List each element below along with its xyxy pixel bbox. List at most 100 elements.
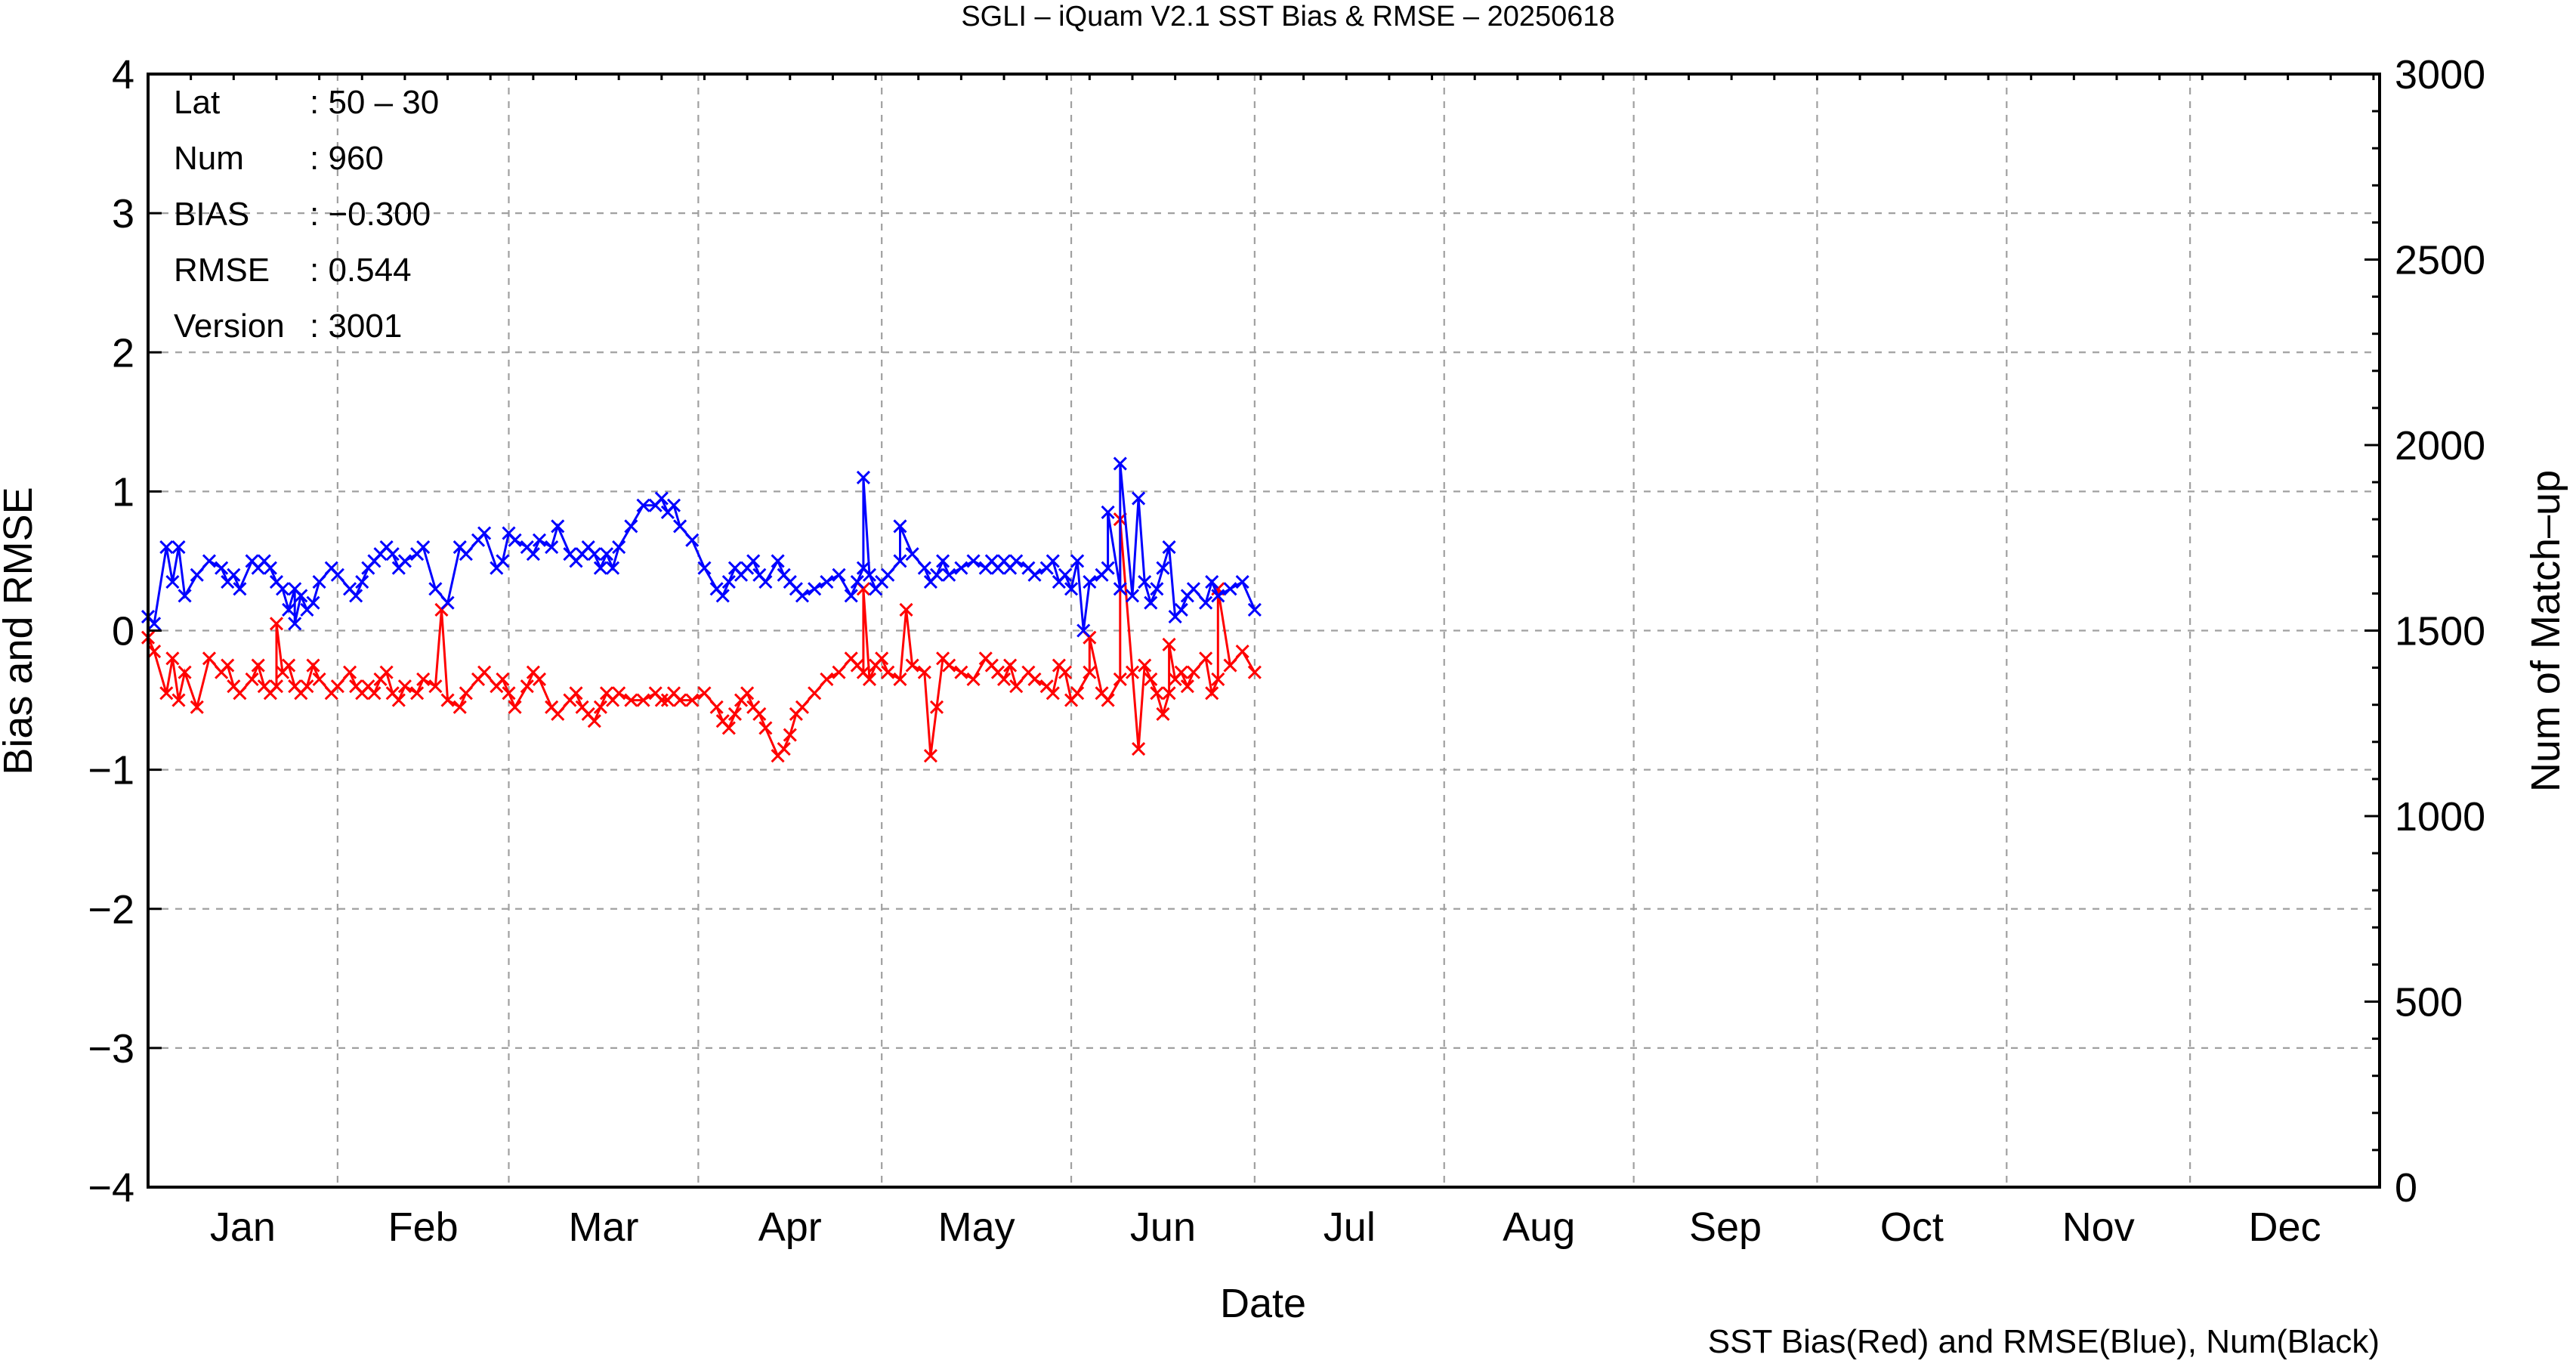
data-point-marker — [612, 686, 626, 700]
axis-ticks: Jan Feb Mar Apr May Jun Jul Aug Sep Oct Nov Dec −4 −3… — [88, 52, 2485, 1250]
data-point-marker — [685, 533, 700, 547]
data-point-marker — [612, 540, 626, 555]
data-point-marker — [1247, 665, 1262, 679]
data-point-marker — [606, 561, 620, 575]
data-point-marker — [416, 540, 431, 555]
data-point-marker — [1205, 574, 1219, 589]
stat-value: : 0.544 — [310, 252, 412, 289]
data-point-marker — [1132, 491, 1146, 506]
data-point-marker — [233, 582, 247, 596]
y-left-axis-label: Bias and RMSE — [0, 487, 41, 775]
data-point-marker — [171, 540, 186, 555]
series-legend-note: SST Bias(Red) and RMSE(Blue), Num(Black) — [1708, 1323, 2380, 1360]
data-point-marker — [1083, 665, 1097, 679]
data-point-marker — [1156, 707, 1170, 722]
data-point-marker — [783, 728, 797, 742]
data-point-marker — [385, 547, 400, 561]
data-point-marker — [282, 658, 296, 673]
y-right-tick-label: 1500 — [2395, 609, 2485, 654]
data-point-marker — [1162, 637, 1176, 651]
y-left-tick-label: 2 — [112, 330, 134, 376]
x-tick-label: Apr — [758, 1205, 822, 1250]
data-point-marker — [496, 672, 510, 687]
data-point-marker — [520, 679, 534, 694]
data-point-marker — [697, 686, 712, 700]
data-point-marker — [844, 589, 858, 603]
data-point-marker — [697, 561, 712, 575]
data-point-marker — [1113, 456, 1127, 471]
y-left-tick-label: −1 — [88, 748, 134, 793]
data-point-marker — [758, 574, 773, 589]
data-point-marker — [715, 589, 730, 603]
data-point-marker — [832, 567, 846, 582]
x-tick-label: Nov — [2062, 1205, 2135, 1250]
data-point-marker — [740, 686, 755, 700]
data-point-marker — [954, 561, 968, 575]
data-point-marker — [1101, 693, 1115, 707]
data-point-marker — [508, 700, 522, 714]
data-point-marker — [899, 602, 913, 617]
data-point-marker — [1162, 540, 1176, 555]
data-point-marker — [263, 561, 277, 575]
stats-box: Lat: 50 – 30 Num: 960 BIAS: −0.300 RMSE: 0.… — [174, 84, 439, 345]
stat-key: Lat — [174, 84, 220, 121]
data-point-marker — [477, 665, 492, 679]
y-right-tick-label: 2500 — [2395, 238, 2485, 283]
stat-value: : 50 – 30 — [310, 84, 439, 121]
data-point-marker — [673, 693, 687, 707]
x-tick-label: Aug — [1503, 1205, 1575, 1250]
data-point-marker — [477, 526, 492, 540]
data-point-marker — [165, 574, 180, 589]
data-point-marker — [440, 595, 455, 610]
data-point-marker — [410, 686, 425, 700]
data-point-marker — [850, 574, 864, 589]
data-point-marker — [996, 672, 1012, 687]
data-point-marker — [1046, 554, 1060, 568]
data-point-marker — [1046, 686, 1060, 700]
data-point-marker — [1009, 554, 1024, 568]
x-tick-label: Dec — [2249, 1205, 2321, 1250]
data-point-marker — [1174, 602, 1188, 617]
data-point-marker — [397, 554, 412, 568]
x-tick-label: Jul — [1324, 1205, 1376, 1250]
data-point-marker — [269, 679, 284, 694]
data-point-marker — [1235, 645, 1249, 659]
data-point-marker — [636, 498, 650, 512]
data-point-marker — [820, 574, 834, 589]
data-point-marker — [966, 554, 981, 568]
series-line — [147, 463, 1256, 631]
data-point-marker — [221, 658, 235, 673]
data-point-marker — [893, 672, 907, 687]
data-point-marker — [190, 700, 204, 714]
data-point-marker — [1125, 589, 1140, 603]
data-point-marker — [306, 658, 320, 673]
data-point-marker — [1113, 672, 1127, 687]
data-point-marker — [269, 617, 284, 631]
data-point-marker — [966, 672, 981, 687]
x-tick-label: Jun — [1130, 1205, 1196, 1250]
chart-title: SGLI – iQuam V2.1 SST Bias & RMSE – 2025… — [961, 1, 1614, 32]
y-left-tick-label: 4 — [112, 52, 134, 97]
y-left-tick-label: −3 — [88, 1026, 134, 1072]
data-point-marker — [1027, 567, 1042, 582]
data-point-marker — [1211, 672, 1225, 687]
data-point-marker — [593, 561, 607, 575]
data-point-marker — [905, 658, 919, 673]
data-point-marker — [165, 651, 180, 666]
data-point-marker — [1199, 595, 1213, 610]
data-point-marker — [428, 679, 443, 694]
data-point-marker — [862, 672, 877, 687]
data-point-marker — [942, 658, 956, 673]
stat-value: : 960 — [310, 140, 384, 177]
data-point-marker — [1003, 658, 1018, 673]
data-point-marker — [929, 700, 944, 714]
data-point-marker — [202, 554, 216, 568]
y-right-tick-label: 1000 — [2395, 794, 2485, 840]
data-point-marker — [1101, 505, 1115, 520]
data-point-marker — [545, 540, 559, 555]
data-point-marker — [673, 519, 687, 533]
data-point-marker — [856, 470, 870, 485]
data-point-marker — [1205, 686, 1219, 700]
data-point-marker — [1009, 679, 1024, 694]
